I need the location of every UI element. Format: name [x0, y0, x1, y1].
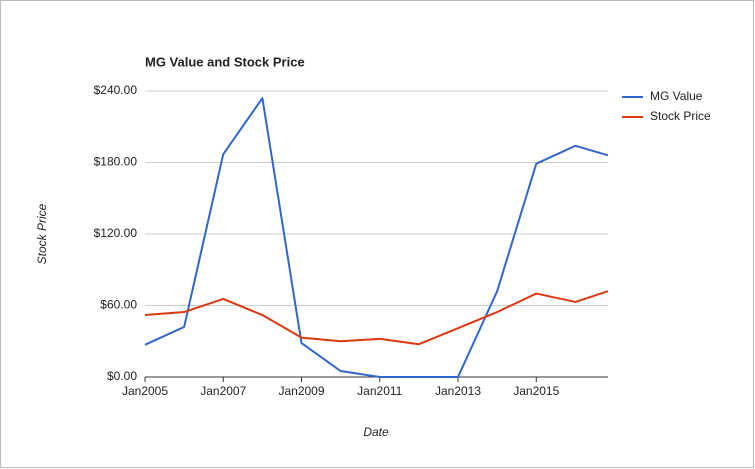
y-tick-label: $180.00: [94, 155, 138, 169]
data-line: [144, 290, 609, 346]
x-axis-label: Date: [363, 425, 389, 439]
chart-title: MG Value and Stock Price: [145, 54, 305, 69]
legend-label: MG Value: [650, 89, 703, 103]
x-tick-label: Jan2009: [278, 384, 324, 398]
x-tick-label: Jan2013: [435, 384, 481, 398]
legend-label: Stock Price: [650, 109, 711, 123]
x-tick-label: Jan2015: [513, 384, 559, 398]
y-tick-label: $120.00: [94, 226, 138, 240]
data-line: [144, 97, 609, 378]
x-tick-label: Jan2007: [200, 384, 246, 398]
y-tick-label: $60.00: [100, 298, 137, 312]
y-tick-label: $240.00: [94, 83, 138, 97]
x-tick-label: Jan2011: [357, 384, 402, 398]
x-tick-label: Jan2005: [122, 384, 168, 398]
y-axis-label: Stock Price: [35, 203, 49, 264]
y-tick-label: $0.00: [107, 369, 137, 383]
